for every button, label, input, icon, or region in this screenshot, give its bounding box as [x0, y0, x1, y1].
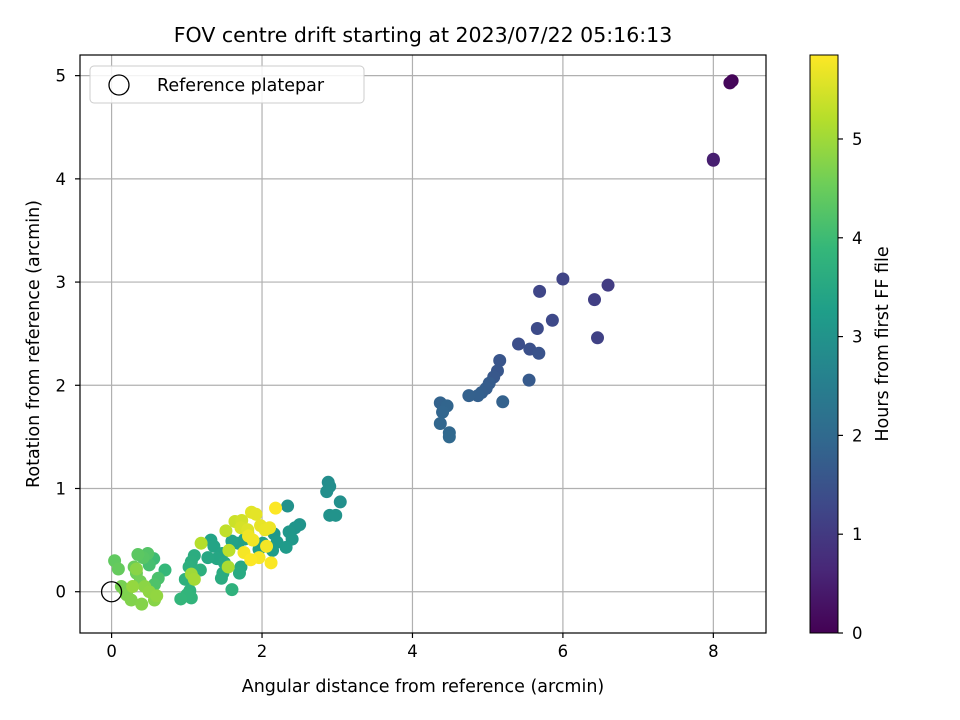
data-point	[187, 572, 201, 586]
data-point	[222, 543, 236, 557]
data-point	[264, 556, 278, 570]
data-point	[221, 560, 235, 574]
legend-marker	[108, 74, 130, 96]
plot-frame	[79, 54, 767, 634]
legend: Reference platepar	[89, 65, 365, 104]
data-point	[329, 508, 343, 522]
legend-box	[89, 65, 365, 104]
data-point	[232, 566, 246, 580]
data-point	[129, 562, 143, 576]
data-point	[263, 521, 277, 535]
reference-marker	[100, 581, 123, 603]
data-point	[706, 152, 720, 166]
data-point	[591, 331, 605, 345]
data-point	[281, 499, 295, 513]
data-point	[219, 524, 233, 538]
colorbar-tick-label: 2	[852, 426, 863, 445]
colorbar	[809, 54, 839, 634]
data-point	[442, 430, 456, 444]
data-points	[108, 74, 739, 611]
data-point	[333, 495, 347, 509]
data-point	[260, 539, 274, 553]
data-point	[496, 395, 510, 409]
data-point	[601, 278, 615, 292]
data-point	[512, 337, 526, 351]
colorbar-label: Hours from first FF file	[873, 246, 893, 441]
colorbar-ticks: 0 1 2 3 4 5	[838, 130, 863, 643]
data-point	[522, 373, 536, 387]
data-point	[126, 580, 140, 594]
data-point	[150, 589, 164, 603]
colorbar-tick-label: 3	[852, 328, 863, 347]
data-point	[556, 272, 570, 286]
x-tick-label: 4	[407, 642, 418, 661]
data-point	[433, 416, 447, 430]
x-axis-label: Angular distance from reference (arcmin)	[242, 677, 605, 697]
data-point	[214, 571, 228, 585]
y-tick-label: 5	[56, 67, 67, 86]
y-axis-label: Rotation from reference (arcmin)	[24, 200, 44, 488]
data-point	[545, 313, 559, 327]
data-point	[194, 536, 208, 550]
x-tick-label: 6	[558, 642, 569, 661]
x-tick-label: 2	[257, 642, 268, 661]
data-point	[269, 501, 283, 515]
data-point	[131, 548, 145, 562]
chart-title: FOV centre drift starting at 2023/07/22 …	[174, 23, 673, 47]
data-point	[201, 551, 215, 565]
data-point	[588, 293, 601, 307]
data-point	[124, 593, 138, 607]
data-point	[246, 533, 260, 547]
data-point	[723, 76, 737, 90]
data-point	[244, 553, 258, 567]
y-tick-label: 2	[56, 376, 67, 395]
data-point	[135, 597, 149, 611]
data-point	[111, 562, 125, 576]
x-axis-ticks: 0 2 4 6 8	[106, 633, 719, 661]
y-tick-label: 3	[56, 273, 67, 292]
data-point	[493, 354, 507, 368]
y-tick-label: 4	[56, 170, 67, 189]
data-point	[249, 507, 263, 521]
y-tick-label: 0	[56, 583, 67, 602]
data-point	[174, 592, 188, 606]
x-tick-label: 0	[106, 642, 117, 661]
colorbar-tick-label: 5	[852, 130, 863, 149]
grid-lines	[80, 55, 766, 633]
data-point	[462, 389, 476, 403]
data-point	[533, 284, 547, 298]
colorbar-tick-label: 4	[852, 229, 863, 248]
data-point	[320, 485, 334, 499]
data-point	[436, 405, 450, 419]
y-tick-label: 1	[56, 480, 67, 499]
colorbar-tick-label: 1	[852, 525, 863, 544]
data-point	[279, 540, 293, 554]
colorbar-tick-label: 0	[852, 624, 863, 643]
data-point	[530, 322, 544, 336]
legend-label: Reference platepar	[157, 76, 325, 96]
y-axis-ticks: 0 1 2 3 4 5	[56, 67, 80, 602]
data-point	[225, 583, 239, 597]
x-tick-label: 8	[708, 642, 719, 661]
data-point	[532, 346, 546, 360]
data-point	[471, 389, 485, 403]
